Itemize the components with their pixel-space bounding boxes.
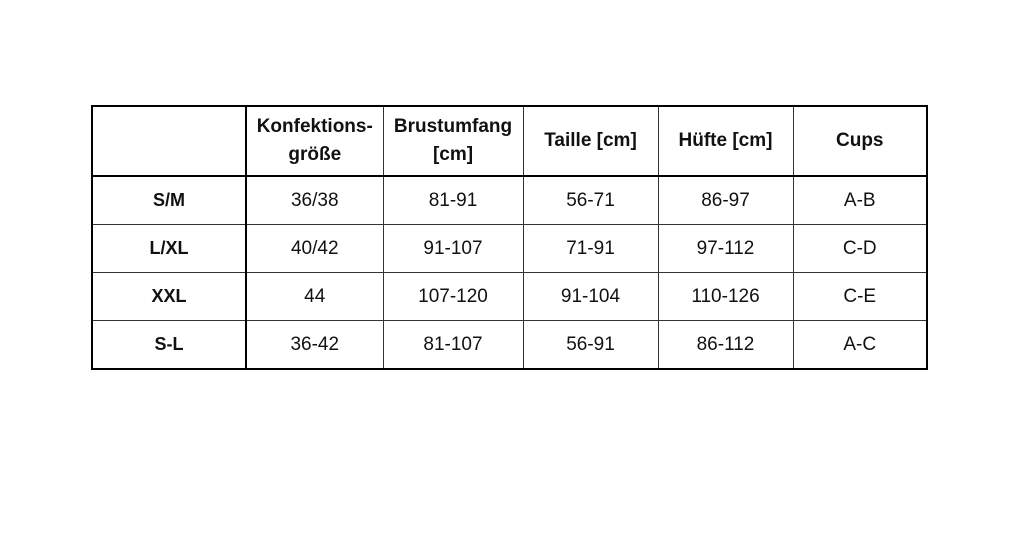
table-cell: 107-120 — [382, 272, 524, 321]
header-huefte: Hüfte [cm] — [657, 105, 794, 177]
header-corner — [91, 105, 247, 177]
header-text: [cm] — [432, 144, 474, 165]
table-row: XXL 44 107-120 91-104 110-126 C-E — [91, 272, 928, 321]
header-row: Konfektions-größe Brustumfang [cm] Taille… — [91, 105, 928, 177]
row-size-label: S-L — [91, 320, 247, 370]
table-cell: 56-71 — [522, 175, 659, 225]
header-konfektionsgroesse: Konfektions-größe — [245, 105, 384, 177]
header-brustumfang: Brustumfang [cm] — [382, 105, 524, 177]
table-cell: 97-112 — [657, 224, 794, 273]
table-row: S/M 36/38 81-91 56-71 86-97 A-B — [91, 175, 928, 225]
header-text: größe — [288, 144, 342, 165]
table-cell: 56-91 — [522, 320, 659, 370]
table-cell: 91-107 — [382, 224, 524, 273]
header-cups: Cups — [792, 105, 928, 177]
table-cell: 91-104 — [522, 272, 659, 321]
row-size-label: XXL — [91, 272, 247, 321]
table-cell: 86-97 — [657, 175, 794, 225]
table-cell: 81-91 — [382, 175, 524, 225]
table-cell: 44 — [245, 272, 384, 321]
row-size-label: L/XL — [91, 224, 247, 273]
table-cell: 86-112 — [657, 320, 794, 370]
table-cell: A-C — [792, 320, 928, 370]
table-cell: C-D — [792, 224, 928, 273]
table-cell: 71-91 — [522, 224, 659, 273]
table-cell: A-B — [792, 175, 928, 225]
header-text: Konfektions- — [256, 116, 373, 137]
table-cell: C-E — [792, 272, 928, 321]
table-cell: 36/38 — [245, 175, 384, 225]
table-row: L/XL 40/42 91-107 71-91 97-112 C-D — [91, 224, 928, 273]
table-cell: 110-126 — [657, 272, 794, 321]
table-cell: 40/42 — [245, 224, 384, 273]
row-size-label: S/M — [91, 175, 247, 225]
size-chart-table: Konfektions-größe Brustumfang [cm] Taille… — [91, 105, 928, 370]
table-cell: 36-42 — [245, 320, 384, 370]
header-taille: Taille [cm] — [522, 105, 659, 177]
header-text: Brustumfang — [393, 116, 513, 137]
table-cell: 81-107 — [382, 320, 524, 370]
table-row: S-L 36-42 81-107 56-91 86-112 A-C — [91, 320, 928, 370]
